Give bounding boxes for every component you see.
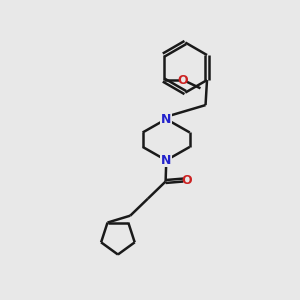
Text: O: O <box>182 173 192 187</box>
Text: N: N <box>161 112 171 126</box>
Text: N: N <box>161 154 171 167</box>
Text: O: O <box>178 74 188 87</box>
